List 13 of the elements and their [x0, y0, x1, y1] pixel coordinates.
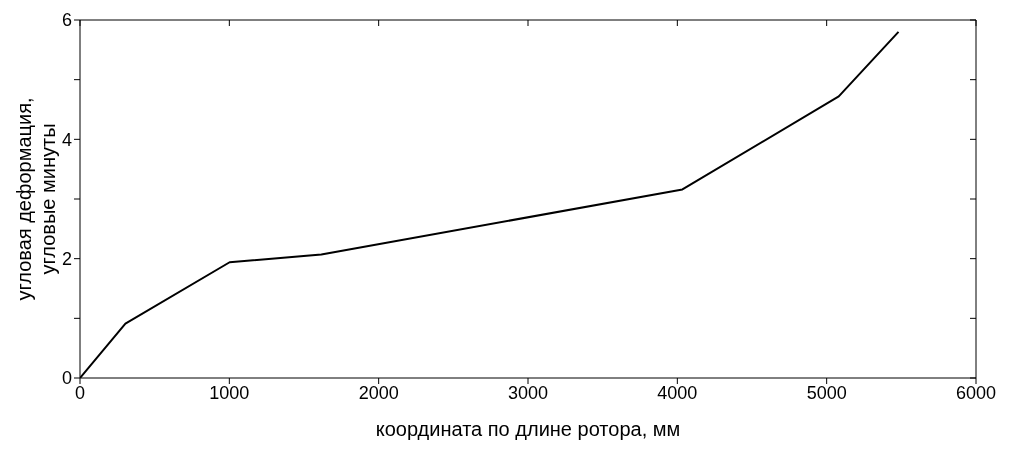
x-tick-label: 2000 [358, 382, 399, 403]
x-tick-label: 4000 [657, 382, 698, 403]
y-tick-label: 2 [61, 249, 72, 270]
x-tick-label: 5000 [806, 382, 847, 403]
y-tick-label: 6 [61, 10, 72, 31]
y-tick-label: 4 [61, 129, 72, 150]
x-axis-title: координата по длине ротора, мм [375, 418, 681, 440]
y-axis-title: угловая деформация, угловые минуты [13, 97, 59, 301]
x-tick-label: 1000 [209, 382, 250, 403]
x-tick-label: 3000 [507, 382, 549, 403]
y-tick-label: 0 [61, 368, 72, 389]
x-tick-label: 0 [74, 382, 86, 403]
x-tick-label: 6000 [955, 382, 997, 403]
